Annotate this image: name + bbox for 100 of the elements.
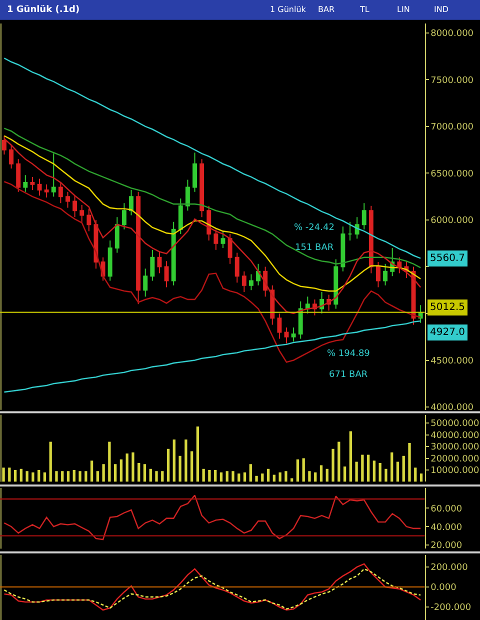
bar [90,460,94,482]
bar [326,468,328,482]
bar [378,462,382,482]
bar [372,460,376,482]
candlestick [23,174,28,192]
bar [261,474,264,482]
bar [384,468,388,482]
bar [149,468,152,482]
bar [108,442,111,482]
bar [308,471,311,482]
bar [302,458,305,482]
bar [238,474,240,482]
bar [232,471,234,482]
text: IND [434,5,449,14]
candlestick [157,251,162,274]
candlestick [164,260,169,288]
bar [2,468,5,482]
bar [361,454,364,482]
bar [343,466,346,482]
bar [43,472,46,482]
bar [272,474,276,482]
bar [78,471,82,482]
line-series [4,128,422,268]
candlestick [171,221,176,286]
y-tick-label: 6000.000 [430,216,474,226]
bar [172,439,176,482]
candlestick [150,249,155,282]
bar [255,476,258,482]
annotation: % -24.42 [294,223,334,233]
bar [390,452,394,482]
y-tick-label: 10000.000 [430,466,480,476]
candlestick [362,202,366,230]
y-tick-label: 60.000 [430,504,462,514]
bar [355,462,358,482]
candlestick [220,230,226,249]
y-tick-label: 4500.000 [430,356,474,366]
bar [220,472,223,482]
bar [178,456,182,482]
candlestick [192,152,197,192]
text: LIN [397,5,410,14]
bar [120,459,123,482]
line-series [4,320,422,393]
candlestick [143,268,148,298]
bar [72,470,76,482]
bar [290,478,294,482]
candlestick [242,270,246,292]
bar [396,462,400,482]
bar [184,439,188,482]
bar [49,442,52,482]
bar [332,448,334,482]
annotation: % 194.89 [327,349,370,359]
candlestick [228,233,232,264]
y-tick-label: 7000.000 [430,122,474,133]
bar [196,426,200,482]
candlestick [58,182,63,204]
bar [366,454,370,482]
line-series [4,180,422,363]
bar [102,464,105,482]
candlestick [383,263,388,286]
bar [226,471,228,482]
annotation: 671 BAR [329,370,368,380]
candlestick [340,226,346,272]
bar [114,464,117,482]
bar [138,462,140,482]
candlestick [72,195,78,218]
bar [190,451,194,482]
text: 5560.7 [430,253,465,264]
candlestick [376,262,380,288]
candlestick [214,228,218,250]
chart-title: 1 Günlük (.1d) [7,5,80,15]
text: 1 Günlük [270,5,306,14]
y-tick-label: 40000.000 [430,430,480,441]
candlestick [178,198,183,234]
text: 4927.0 [430,327,465,338]
bar [314,472,317,482]
candlestick [30,176,35,191]
bar [202,468,205,482]
candlestick [348,221,352,242]
bar [14,470,17,482]
bar [66,471,70,482]
y-tick-label: 6500.000 [430,169,474,180]
bar [278,472,282,482]
candlestick [284,327,289,344]
y-tick-label: 0.000 [430,583,457,594]
bar [349,431,352,482]
bar [61,471,64,482]
bar [32,472,34,482]
candlestick [277,312,282,340]
y-tick-label: 40.000 [430,522,462,533]
text: BAR [318,5,335,14]
candlestick [108,240,112,282]
bar [20,468,22,482]
y-tick-label: 30000.000 [430,442,480,453]
bar [161,471,164,482]
candlestick [136,191,141,305]
bar [208,470,211,482]
candlestick [37,178,42,196]
candlestick [291,327,296,342]
text: TL [359,5,370,14]
bar [155,471,158,482]
